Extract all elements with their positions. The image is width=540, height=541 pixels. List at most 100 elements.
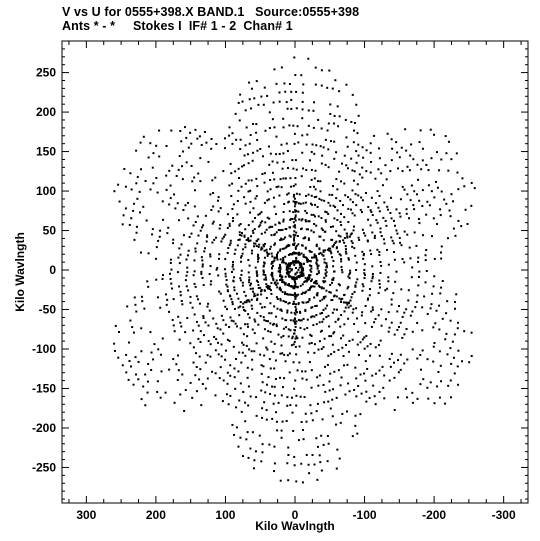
uv-point [294,183,297,186]
uv-point [332,185,335,188]
uv-point [286,283,289,286]
uv-point [222,170,225,173]
uv-point [294,297,297,300]
uv-point [310,150,313,153]
uv-point [438,304,441,307]
uv-point [232,217,235,220]
uv-point [289,267,292,270]
uv-point [248,98,251,101]
uv-point [315,410,318,413]
uv-point [347,302,350,305]
uv-point [309,274,312,277]
uv-point [364,379,367,382]
uv-point [345,136,348,139]
uv-point [290,268,293,271]
x-tick-label: -300 [492,508,516,522]
uv-point [200,404,203,407]
uv-point [149,188,152,191]
uv-point [325,289,328,292]
uv-point [121,364,124,367]
uv-point [393,376,396,379]
uv-point [271,171,274,174]
uv-point [300,274,303,277]
uv-point [454,234,457,237]
uv-point [416,357,419,360]
uv-point [199,368,202,371]
uv-point [327,122,330,125]
uv-point [283,377,286,380]
uv-point [355,261,358,264]
uv-point [193,259,196,262]
uv-point [291,218,294,221]
uv-point [310,412,313,415]
uv-point [257,283,260,286]
uv-point [301,301,304,304]
uv-point [378,369,381,372]
uv-point [251,368,254,371]
uv-point [179,130,182,133]
uv-point [313,253,316,256]
uv-point [159,229,162,232]
y-tick-label: -200 [32,421,56,435]
uv-point [371,214,374,217]
uv-point [309,333,312,336]
uv-point [295,276,298,279]
x-tick-label: 100 [215,508,235,522]
uv-point [278,91,281,94]
uv-point [156,191,159,194]
uv-point [285,142,288,145]
uv-point [384,318,387,321]
uv-point [328,193,331,196]
uv-point [262,337,265,340]
uv-point [243,235,246,238]
uv-point [334,320,337,323]
x-tick-label: 200 [146,508,166,522]
uv-point [287,283,290,286]
uv-point [226,226,229,229]
uv-point [251,307,254,310]
uv-point [240,410,243,413]
uv-point [221,237,224,240]
uv-point [172,242,175,245]
uv-point [304,219,307,222]
uv-point [329,204,332,207]
uv-point [215,236,218,239]
uv-point [343,293,346,296]
uv-point [263,242,266,245]
uv-point [139,211,142,214]
uv-point [379,261,382,264]
uv-point [425,270,428,273]
uv-point [314,282,317,285]
uv-point [439,292,442,295]
uv-point [301,481,304,484]
uv-point [302,291,305,294]
uv-point [287,253,290,256]
uv-point [348,390,351,393]
uv-point [240,234,243,237]
uv-point [290,396,293,399]
uv-point [249,239,252,242]
uv-point [339,384,342,387]
uv-point [200,143,203,146]
uv-point [322,250,325,253]
uv-point [247,385,250,388]
uv-point [260,389,263,392]
uv-point [266,383,269,386]
uv-point [161,277,164,280]
uv-point [268,217,271,220]
uv-point [263,328,266,331]
uv-point [411,348,414,351]
uv-point [346,167,349,170]
uv-point [380,264,383,267]
uv-point [374,346,377,349]
uv-point [177,256,180,259]
uv-point [354,366,357,369]
uv-point [240,256,243,259]
uv-point [366,345,369,348]
uv-point [248,348,251,351]
uv-point [281,228,284,231]
uv-point [408,246,411,249]
uv-point [328,380,331,383]
uv-point [302,83,305,86]
uv-point [411,391,414,394]
